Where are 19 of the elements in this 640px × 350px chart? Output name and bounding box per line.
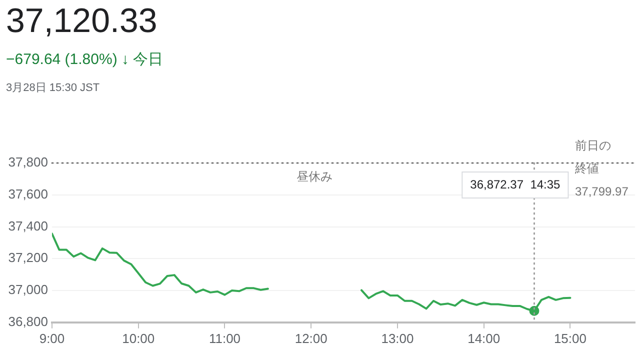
- annotation: 36,872.37 14:35: [470, 177, 561, 192]
- x-tick-label: 13:00: [381, 330, 414, 346]
- chart-title: 37,120.33: [6, 2, 158, 41]
- annotation: 昼休み: [296, 169, 333, 184]
- x-tick-label: 11:00: [208, 330, 241, 346]
- x-tick-label: 14:00: [468, 330, 500, 346]
- y-tick-label: 37,000: [8, 282, 48, 298]
- x-tick-label: 15:00: [554, 330, 586, 346]
- y-tick-label: 36,800: [8, 314, 48, 329]
- x-tick-label: 12:00: [294, 330, 328, 346]
- y-tick-label: 37,600: [8, 186, 48, 202]
- ref-line-label: 前日の終値 37,799.97: [574, 138, 629, 198]
- y-tick-label: 37,800: [8, 154, 48, 170]
- y-tick-label: 37,400: [8, 218, 48, 234]
- chart-subtitle: −679.64 (1.80%) ↓ 今日: [6, 50, 164, 69]
- text: 3月28日 15:30 JST: [6, 81, 100, 95]
- y-tick-label: 37,200: [8, 250, 48, 266]
- x-tick-label: 10:00: [122, 330, 155, 346]
- x-tick-label: 9:00: [39, 330, 65, 346]
